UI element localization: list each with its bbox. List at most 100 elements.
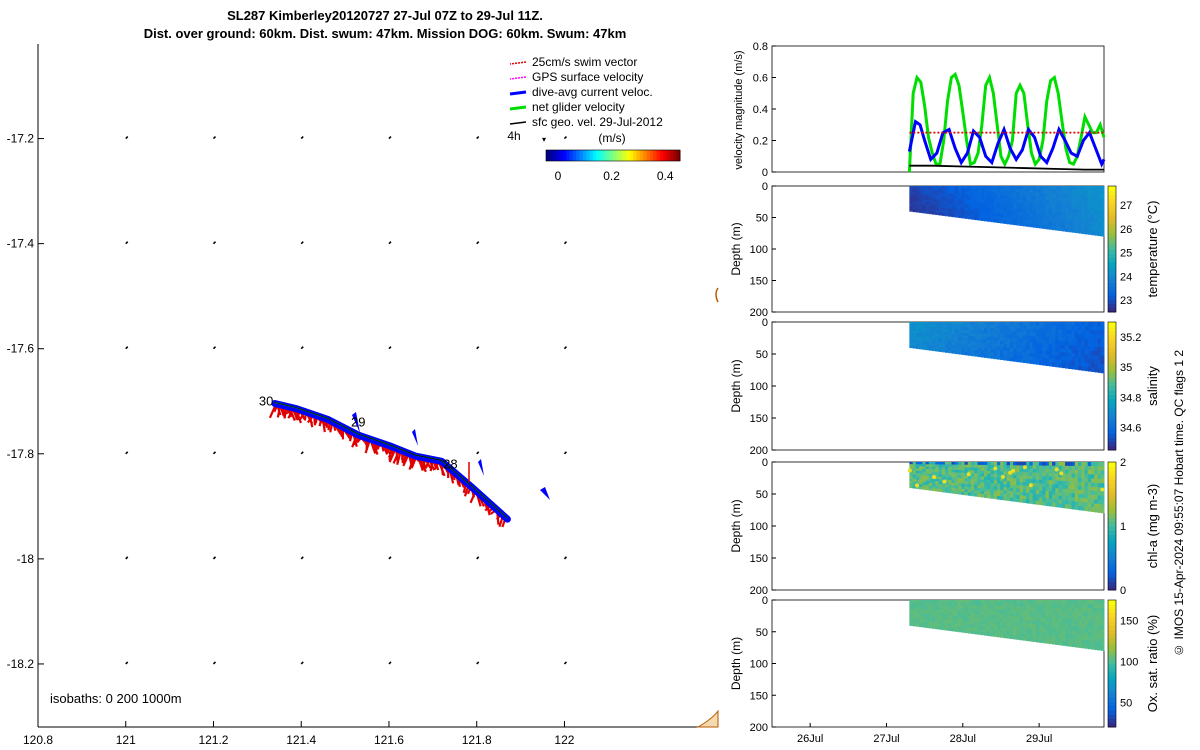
- section-data-cell: [1032, 356, 1037, 361]
- section-data-cell: [987, 467, 991, 472]
- map-x-tick-label: 121.8: [462, 733, 492, 747]
- section-data-cell: [1032, 223, 1037, 228]
- section-data-cell: [1052, 207, 1056, 212]
- sfc-vector-arrow: [563, 346, 568, 350]
- section-data-cell: [935, 616, 940, 620]
- section-data-cell: [974, 467, 978, 472]
- section-data-cell: [1078, 189, 1082, 195]
- section-data-cell: [1078, 462, 1082, 467]
- section-data-cell: [1042, 614, 1047, 619]
- section-data-cell: [1058, 204, 1063, 209]
- section-data-cell: [996, 468, 1001, 472]
- section-data-cell: [1055, 186, 1060, 191]
- section-data-cell: [1039, 186, 1043, 190]
- section-data-cell: [1078, 643, 1082, 648]
- section-data-cell: [977, 347, 982, 352]
- section-data-cell: [996, 189, 1001, 193]
- section-data-cell: [1081, 627, 1086, 633]
- section-data-cell: [977, 217, 982, 221]
- swim-vector: [401, 454, 407, 464]
- section-data-cell: [1048, 196, 1053, 201]
- section-data-cell: [1071, 197, 1076, 202]
- section-data-cell: [915, 475, 920, 478]
- section-data-cell: [1052, 204, 1056, 209]
- coastline-shape: [715, 287, 719, 303]
- section-data-cell: [987, 617, 991, 622]
- section-data-cell: [1065, 325, 1069, 331]
- section-data-cell: [961, 464, 966, 468]
- section-data-cell: [1029, 353, 1034, 357]
- section-data-cell: [1003, 344, 1008, 348]
- section-data-cell: [1061, 356, 1066, 361]
- section-data-cell: [935, 188, 940, 192]
- section-y-tick-label: 200: [750, 445, 768, 457]
- section-colorbar-cell: [1108, 186, 1116, 191]
- section-data-cell: [983, 476, 988, 481]
- section-data-cell: [987, 611, 991, 616]
- section-data-cell: [1074, 228, 1079, 234]
- section-data-cell: [1016, 218, 1021, 223]
- section-data-cell: [1074, 631, 1079, 636]
- section-data-cell: [1065, 634, 1069, 639]
- section-data-cell: [954, 186, 959, 190]
- section-data-cell: [1087, 466, 1092, 471]
- section-data-cell: [1000, 350, 1004, 354]
- section-data-cell: [1016, 636, 1021, 640]
- section-data-cell: [958, 478, 962, 482]
- swim-vector: [370, 442, 377, 454]
- section-data-cell: [1026, 485, 1030, 490]
- section-data-cell: [1065, 615, 1069, 620]
- section-data-cell: [983, 602, 988, 607]
- section-data-cell: [964, 202, 969, 206]
- section-data-cell: [990, 325, 995, 329]
- section-data-cell: [938, 200, 943, 204]
- section-data-cell: [932, 483, 936, 487]
- section-data-cell: [1068, 634, 1073, 639]
- section-data-cell: [1000, 634, 1004, 638]
- section-data-cell: [1032, 192, 1037, 197]
- section-data-cell: [912, 602, 917, 605]
- section-data-cell: [1074, 635, 1079, 640]
- section-data-cell: [961, 480, 966, 485]
- section-data-cell: [1097, 347, 1102, 352]
- section-data-cell: [993, 624, 998, 628]
- section-data-cell: [922, 462, 927, 465]
- section-data-cell: [1087, 190, 1092, 195]
- section-data-cell: [945, 487, 949, 491]
- section-y-tick-label: 100: [750, 244, 768, 256]
- section-data-cell: [990, 608, 995, 613]
- map-y-tick-label: -17.4: [7, 237, 35, 251]
- section-data-cell: [983, 217, 988, 222]
- section-data-cell: [1055, 340, 1060, 345]
- section-data-cell: [971, 476, 975, 480]
- section-data-cell: [909, 194, 914, 197]
- section-colorbar-cell: [1108, 343, 1116, 349]
- section-data-cell: [971, 333, 975, 337]
- section-data-cell: [1013, 603, 1017, 607]
- section-data-cell: [993, 480, 998, 484]
- section-data-cell: [951, 620, 956, 624]
- section-data-cell: [964, 613, 969, 617]
- map-colorbar-cell: [592, 150, 597, 161]
- section-data-cell: [922, 194, 927, 198]
- section-data-cell: [1074, 497, 1079, 502]
- section-data-cell: [1071, 607, 1076, 613]
- section-colorbar-cell: [1108, 377, 1116, 383]
- section-data-cell: [925, 611, 930, 615]
- section-data-cell: [983, 197, 988, 202]
- section-data-cell: [938, 609, 943, 613]
- section-data-cell: [1061, 469, 1066, 474]
- section-data-cell: [1029, 209, 1034, 214]
- section-data-cell: [925, 201, 930, 205]
- section-data-cell: [1029, 623, 1034, 628]
- section-data-cell: [935, 474, 940, 478]
- section-y-tick-label: 50: [756, 349, 768, 361]
- section-data-cell: [1003, 612, 1008, 617]
- section-data-cell: [1039, 221, 1043, 225]
- section-data-cell: [1100, 604, 1105, 609]
- section-data-cell: [993, 612, 998, 616]
- section-data-cell: [1058, 200, 1063, 206]
- section-data-cell: [951, 464, 956, 468]
- section-data-cell: [983, 467, 988, 472]
- swim-vector: [498, 517, 504, 528]
